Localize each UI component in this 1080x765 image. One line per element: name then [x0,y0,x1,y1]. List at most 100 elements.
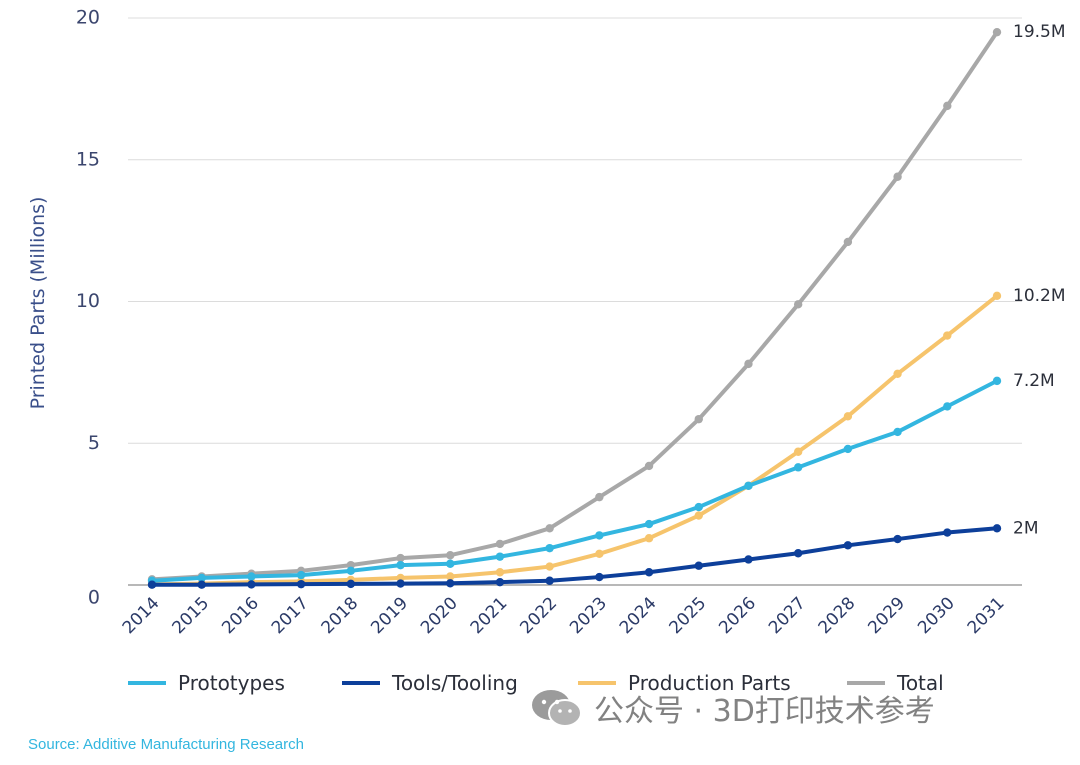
wechat-icon [532,690,582,727]
data-point [296,570,306,580]
data-point [793,300,803,309]
legend-label: Total [896,671,944,695]
data-point [992,27,1002,37]
data-point [644,461,654,471]
data-point [992,524,1002,533]
legend-item-tools-tooling: Tools/Tooling [342,671,518,695]
x-tick-label: 2024 [616,593,661,638]
data-point [296,579,306,589]
data-point [545,562,554,571]
data-point [644,519,654,529]
data-point [943,331,952,340]
data-point [644,568,654,577]
end-label-production-parts: 10.2M [1013,286,1066,306]
data-point [793,463,803,472]
series-line-prototypes [150,378,999,583]
x-tick-label: 2027 [765,593,810,638]
data-point [147,580,157,589]
data-point [346,566,356,576]
end-label-prototypes: 7.2M [1013,371,1055,391]
x-tick-label: 2016 [218,593,263,638]
legend-label: Prototypes [178,671,285,695]
data-point [595,572,604,582]
data-point [843,444,853,454]
end-label-tools-tooling: 2M [1013,518,1038,538]
data-point [843,412,853,421]
data-point [992,291,1002,301]
data-point [446,572,455,581]
data-point [396,560,405,570]
x-tick-label: 2020 [417,593,462,638]
series-total [147,27,1002,584]
x-tick-label: 2014 [119,593,164,638]
y-tick-label: 0 [88,587,100,609]
data-point [247,580,256,589]
data-point [992,376,1002,386]
data-point [495,577,505,587]
data-point [644,534,654,543]
legend: Prototypes Tools/Tooling Production Parts T… [128,671,944,695]
x-tick-label: 2017 [268,593,313,638]
data-point [744,481,753,490]
data-point [893,172,902,181]
end-labels: 19.5M 10.2M 7.2M 2M [1013,22,1066,538]
data-point [893,369,902,378]
data-point [495,552,505,561]
data-point [197,573,206,583]
legend-label: Production Parts [628,671,791,695]
x-tick-label: 2030 [914,593,959,638]
data-point [843,541,853,550]
series-prototypes [147,376,1002,585]
data-point [595,492,604,502]
x-tick-label: 2028 [815,593,860,638]
x-tick-label: 2025 [666,593,711,638]
series-line-tools-tooling [150,526,999,587]
x-tick-label: 2018 [318,593,363,638]
y-tick-label: 5 [88,432,100,454]
x-tick-label: 2031 [964,593,1009,638]
source-note: Source: Additive Manufacturing Research [28,736,304,753]
watermark-text: 公众号 · 3D打印技术参考 [594,694,935,729]
data-point [943,402,952,411]
data-point [446,559,455,568]
data-point [694,414,703,424]
x-tick-label: 2019 [367,593,412,638]
data-point [893,534,902,544]
data-point [595,549,604,559]
data-point [744,555,753,564]
y-axis-label: Printed Parts (Millions) [27,197,49,410]
gridlines [128,17,1022,586]
data-point [495,568,505,577]
data-point [843,237,853,247]
x-tick-label: 2029 [864,593,909,638]
x-tick-label: 2015 [169,593,214,638]
x-axis-ticks: 2014 2015 2016 2017 2018 2019 2020 2021 2022 2023… [119,593,1009,638]
x-tick-label: 2026 [715,593,760,638]
data-point [545,543,554,553]
legend-item-production-parts: Production Parts [578,671,791,695]
data-point [943,101,952,111]
series-tools-tooling [147,524,1002,589]
data-point [744,359,753,369]
data-point [446,551,455,560]
data-point [396,553,405,563]
end-label-total: 19.5M [1013,22,1066,42]
data-point [694,511,703,520]
legend-label: Tools/Tooling [391,671,518,695]
series-lines [147,27,1002,589]
data-point [495,539,505,549]
data-point [396,579,405,588]
x-tick-label: 2023 [566,593,611,638]
series-line-total [150,30,999,582]
series-line-production-parts [150,293,999,587]
data-point [793,447,803,456]
y-tick-label: 10 [76,290,100,312]
data-point [694,502,703,512]
data-point [197,580,206,589]
data-point [446,579,455,588]
legend-item-prototypes: Prototypes [128,671,285,695]
data-point [346,579,356,589]
data-point [247,572,256,581]
y-tick-label: 20 [76,7,100,29]
